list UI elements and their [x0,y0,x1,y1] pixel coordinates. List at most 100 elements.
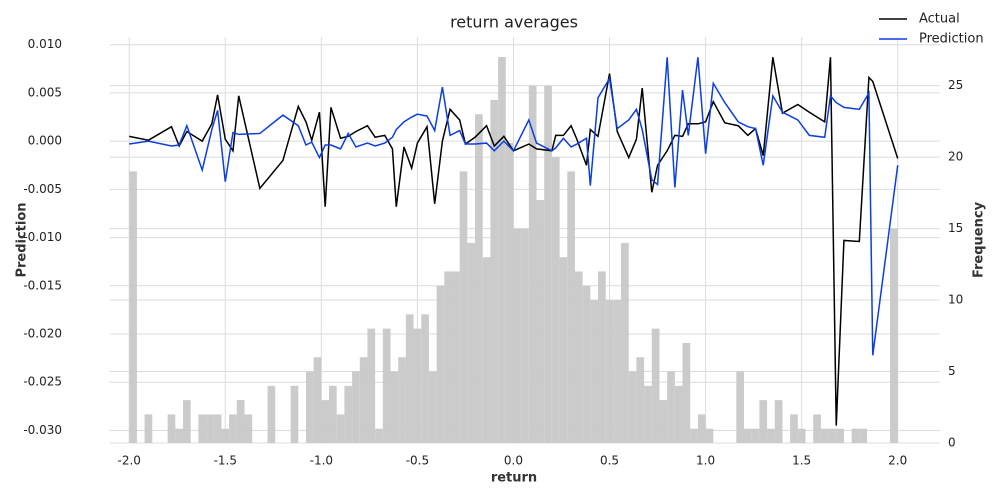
y-tick-label: -0.015 [23,278,62,292]
y2-tick-label: 10 [948,293,963,307]
histogram-bar [697,414,706,443]
y2-tick-label: 5 [948,364,956,378]
y-tick-label: -0.020 [23,327,62,341]
histogram-bar [421,314,429,443]
series-line [129,57,899,356]
histogram-bar [744,428,752,443]
y-tick-label: 0.005 [28,85,62,99]
histogram-bar [451,271,460,443]
y-tick-label: -0.025 [23,375,62,389]
histogram-bar [851,428,860,443]
histogram-bar [567,171,575,443]
histogram-bar [628,371,637,443]
histogram-bar [305,371,314,443]
histogram-bar [859,428,867,443]
histogram-bar [398,357,406,443]
histogram-bar [436,285,445,443]
histogram-bar [644,385,652,443]
histogram-bar [221,428,230,443]
histogram-bar [167,414,176,443]
histogram-bar [590,300,599,443]
histogram-bar [651,328,660,443]
histogram-bar [244,414,253,443]
histogram-bar [574,271,583,443]
histogram-bar [321,400,330,443]
histogram-bar [229,414,237,443]
histogram-bar [682,342,691,443]
histogram-bar [559,257,568,443]
legend-label: Actual [919,12,960,27]
histogram-bar [836,428,844,443]
histogram-bar [751,428,760,443]
histogram-bar [213,414,222,443]
y2-tick-label: 15 [948,221,963,235]
histogram-bar [413,328,422,443]
y-tick-label: 0.010 [28,37,62,51]
histogram-bar [505,142,514,443]
histogram-bar [659,400,668,443]
y-axis-label: Prediction [15,202,30,277]
histogram-bar [828,428,837,443]
histogram-bar [705,428,714,443]
histogram-bar [267,385,276,443]
histogram-bar [667,371,675,443]
y2-tick-label: 20 [948,150,963,164]
histogram-bar [598,271,606,443]
histogram-bar [790,414,798,443]
histogram-bar [736,371,745,443]
y2-tick-label: 0 [948,436,956,450]
legend-label: Prediction [919,32,984,47]
histogram-bar [621,242,629,443]
histogram-bar [767,428,775,443]
histogram-bar [636,357,645,443]
histogram-bar [813,414,821,443]
y-tick-label: -0.005 [23,182,62,196]
x-tick-label: -0.5 [406,454,429,468]
x-tick-label: 0.0 [504,454,523,468]
histogram-bar [290,385,299,443]
histogram-bar [820,428,829,443]
histogram-bar [459,171,468,443]
histogram-bar [613,300,622,443]
histogram-bar [482,257,491,443]
histogram-bar [582,285,591,443]
histogram-bar [375,428,383,443]
histogram-bar [144,414,153,443]
histogram-bar [405,314,414,443]
x-axis-label: return [491,471,537,486]
histogram-bar [129,171,137,443]
histogram-bar [797,428,806,443]
x-tick-label: 0.5 [600,454,619,468]
histogram-bar [467,242,476,443]
histogram-bar [521,228,529,443]
histogram-bar [367,328,376,443]
x-tick-label: -2.0 [118,454,141,468]
histogram-bar [359,357,368,443]
histogram-bar [475,114,483,444]
y-tick-label: -0.030 [23,423,62,437]
histogram-bar [544,85,552,443]
histogram-bar [551,157,560,443]
histogram-bar [428,371,437,443]
histogram-bar [690,428,698,443]
histogram-bar [236,400,245,443]
y2-axis-label: Frequency [972,201,987,278]
y-tick-label: -0.010 [23,230,62,244]
series-line [129,57,899,426]
x-tick-label: 2.0 [888,454,907,468]
histogram-bar [498,57,506,443]
histogram-bar [206,414,214,443]
histogram-bar [490,99,499,444]
histogram-bar [382,328,391,443]
y-tick-label: 0.000 [28,134,62,148]
histogram-bar [336,414,345,443]
histogram-bar [344,385,353,443]
chart-title: return averages [450,13,578,32]
x-tick-label: 1.0 [696,454,715,468]
histogram-bar [605,300,614,443]
histogram-bar [759,400,768,443]
histogram-bar [528,85,537,443]
histogram-bar [513,228,522,443]
histogram-bar [774,400,783,443]
